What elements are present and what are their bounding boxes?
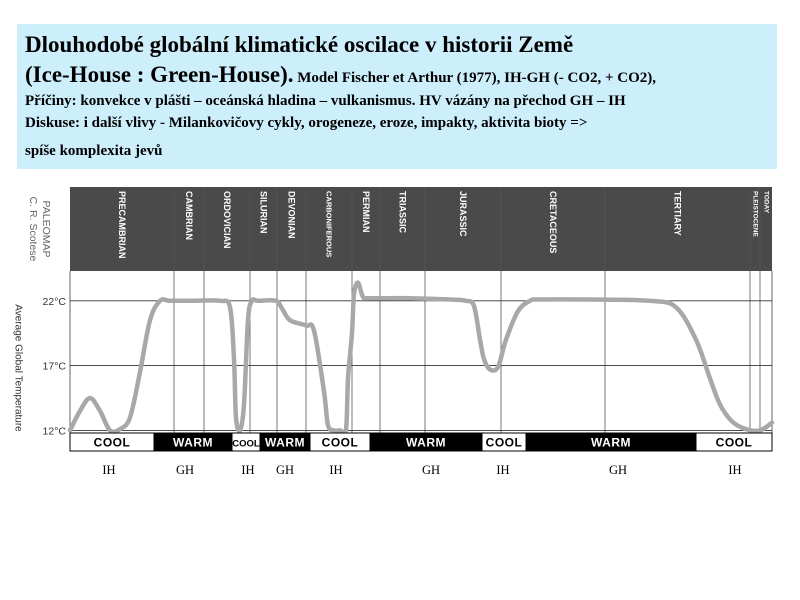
temperature-curve-layer bbox=[67, 280, 775, 436]
period-label: TODAY bbox=[763, 191, 770, 214]
regime-label: GH bbox=[276, 463, 294, 477]
temperature-curve bbox=[67, 280, 775, 436]
regime-label: IH bbox=[102, 463, 115, 477]
climate-band-label: COOL bbox=[716, 436, 753, 450]
source-label: PALEOMAP bbox=[40, 201, 52, 258]
regime-label: GH bbox=[176, 463, 194, 477]
source-label: C. R. Scotese bbox=[27, 197, 39, 262]
title-line-4: Diskuse: i další vlivy - Milankovičovy c… bbox=[25, 115, 588, 131]
period-label: DEVONIAN bbox=[287, 191, 297, 239]
regime-label: IH bbox=[241, 463, 254, 477]
y-axis: 12°C 17°C 22°C bbox=[43, 296, 67, 438]
period-header: PRECAMBRIAN CAMBRIAN ORDOVICIAN SILURIAN DEV… bbox=[70, 187, 772, 271]
period-label: PERMIAN bbox=[361, 191, 371, 233]
regime-label: IH bbox=[728, 463, 741, 477]
period-label: TERTIARY bbox=[673, 191, 683, 236]
regime-label: IH bbox=[496, 463, 509, 477]
title-box: Dlouhodobé globální klimatické oscilace … bbox=[17, 24, 777, 169]
climate-band bbox=[695, 432, 773, 452]
side-labels: C. R. Scotese PALEOMAP Average Global Temp… bbox=[13, 197, 53, 433]
climate-band-label: COOL bbox=[232, 439, 260, 450]
title-line-3: Příčiny: konvekce v plášti – oceánská hl… bbox=[25, 93, 626, 109]
climate-band-label: WARM bbox=[173, 436, 213, 450]
period-label: JURASSIC bbox=[458, 191, 468, 237]
climate-band-label: COOL bbox=[94, 436, 131, 450]
title-line-2: (Ice-House : Green-House). Model Fischer… bbox=[25, 60, 769, 90]
period-label: SILURIAN bbox=[259, 191, 269, 234]
period-label: ORDOVICIAN bbox=[222, 191, 232, 249]
regime-label: IH bbox=[329, 463, 342, 477]
title-line-5: spíše komplexita jevů bbox=[25, 143, 163, 159]
title-line-2-main: (Ice-House : Green-House). bbox=[25, 62, 294, 87]
climate-band-row: COOL WARM COOL WARM COOL WARM COOL WARM COOL bbox=[69, 432, 773, 452]
y-tick-label: 22°C bbox=[43, 296, 67, 308]
y-tick-label: 17°C bbox=[43, 361, 67, 373]
plot-area bbox=[70, 271, 772, 433]
climate-band-label: WARM bbox=[591, 436, 631, 450]
title-line-2-rest: Model Fischer et Arthur (1977), IH-GH (-… bbox=[293, 70, 657, 86]
climate-band-label: COOL bbox=[322, 436, 359, 450]
period-label: PLEISTOCENE bbox=[752, 191, 759, 237]
period-label: CRETACEOUS bbox=[548, 191, 558, 253]
regime-label: GH bbox=[609, 463, 627, 477]
climate-band-label: WARM bbox=[406, 436, 446, 450]
period-label: PRECAMBRIAN bbox=[117, 191, 127, 259]
regime-label-row: IH GH IH GH IH GH IH GH IH bbox=[102, 463, 741, 477]
regime-label: GH bbox=[422, 463, 440, 477]
title-line-1: Dlouhodobé globální klimatické oscilace … bbox=[25, 32, 574, 57]
climate-band-label: COOL bbox=[486, 436, 523, 450]
y-tick-label: 12°C bbox=[43, 425, 67, 437]
period-label: TRIASSIC bbox=[398, 191, 408, 234]
y-axis-title: Average Global Temperature bbox=[13, 304, 24, 432]
period-header-bg bbox=[70, 187, 772, 271]
period-label: CAMBRIAN bbox=[184, 191, 194, 240]
climate-band-label: WARM bbox=[265, 436, 305, 450]
period-label: CARBONIFEROUS bbox=[325, 191, 334, 257]
